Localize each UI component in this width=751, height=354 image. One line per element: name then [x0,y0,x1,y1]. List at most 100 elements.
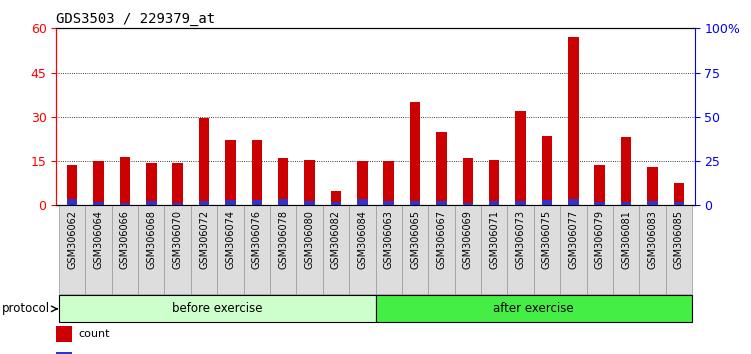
Bar [119,202,130,205]
Bar [225,141,236,205]
FancyBboxPatch shape [665,205,692,294]
Bar [621,137,632,205]
Bar [674,202,684,205]
Text: GSM306066: GSM306066 [120,210,130,269]
Bar [330,202,341,205]
Bar [541,136,552,205]
Text: GSM306078: GSM306078 [278,210,288,269]
FancyBboxPatch shape [560,205,587,294]
Text: GSM306067: GSM306067 [436,210,446,269]
Bar [146,162,156,205]
Bar [173,202,183,205]
FancyBboxPatch shape [86,205,112,294]
Bar [595,166,605,205]
Bar [541,200,552,205]
Text: GSM306085: GSM306085 [674,210,684,269]
Bar [93,161,104,205]
Bar [93,202,104,205]
Text: GSM306074: GSM306074 [225,210,235,269]
FancyBboxPatch shape [323,205,349,294]
Text: GSM306076: GSM306076 [252,210,262,269]
FancyBboxPatch shape [376,295,692,322]
FancyBboxPatch shape [349,205,376,294]
Bar [489,201,499,205]
Text: before exercise: before exercise [172,302,263,315]
Bar [515,111,526,205]
Bar [357,161,367,205]
FancyBboxPatch shape [164,205,191,294]
Text: GSM306069: GSM306069 [463,210,473,269]
Bar [647,167,658,205]
FancyBboxPatch shape [217,205,243,294]
FancyBboxPatch shape [59,205,86,294]
Bar [384,201,394,205]
Bar [252,141,262,205]
Bar [568,199,578,205]
Bar [647,201,658,205]
Bar [568,37,578,205]
Bar [225,200,236,205]
FancyBboxPatch shape [639,205,665,294]
FancyBboxPatch shape [112,205,138,294]
Bar [489,160,499,205]
FancyBboxPatch shape [297,205,323,294]
Bar [621,202,632,205]
Bar [119,156,130,205]
Bar [146,201,156,205]
Bar [357,199,367,205]
Text: GSM306073: GSM306073 [516,210,526,269]
Bar [330,190,341,205]
Bar [436,201,447,205]
Text: GDS3503 / 229379_at: GDS3503 / 229379_at [56,12,216,26]
Text: GSM306080: GSM306080 [305,210,315,269]
FancyBboxPatch shape [270,205,297,294]
FancyBboxPatch shape [454,205,481,294]
Bar [278,199,288,205]
Text: count: count [79,329,110,339]
Text: GSM306065: GSM306065 [410,210,420,269]
FancyBboxPatch shape [191,205,217,294]
FancyBboxPatch shape [376,205,402,294]
FancyBboxPatch shape [138,205,164,294]
Bar [67,166,77,205]
Text: GSM306072: GSM306072 [199,210,209,269]
FancyBboxPatch shape [59,295,376,322]
Text: GSM306079: GSM306079 [595,210,605,269]
Bar [304,160,315,205]
Bar [56,352,72,354]
FancyBboxPatch shape [508,205,534,294]
Bar [384,161,394,205]
Bar [67,199,77,205]
Text: GSM306071: GSM306071 [489,210,499,269]
Text: GSM306062: GSM306062 [67,210,77,269]
FancyBboxPatch shape [402,205,428,294]
FancyBboxPatch shape [587,205,613,294]
Bar [56,326,72,342]
FancyBboxPatch shape [428,205,454,294]
Text: GSM306077: GSM306077 [569,210,578,269]
FancyBboxPatch shape [481,205,508,294]
Text: GSM306075: GSM306075 [542,210,552,269]
Text: protocol: protocol [2,302,50,315]
FancyBboxPatch shape [243,205,270,294]
Bar [173,162,183,205]
Text: GSM306064: GSM306064 [94,210,104,269]
Bar [463,158,473,205]
Bar [199,118,210,205]
Text: GSM306063: GSM306063 [384,210,394,269]
Text: GSM306081: GSM306081 [621,210,631,269]
Text: after exercise: after exercise [493,302,574,315]
FancyBboxPatch shape [534,205,560,294]
Text: GSM306082: GSM306082 [331,210,341,269]
Bar [410,201,421,205]
Bar [304,201,315,205]
Text: GSM306084: GSM306084 [357,210,367,269]
Bar [410,102,421,205]
Bar [252,200,262,205]
Bar [674,183,684,205]
Text: GSM306083: GSM306083 [647,210,657,269]
Bar [199,201,210,205]
Bar [436,132,447,205]
Bar [595,202,605,205]
Bar [463,202,473,205]
